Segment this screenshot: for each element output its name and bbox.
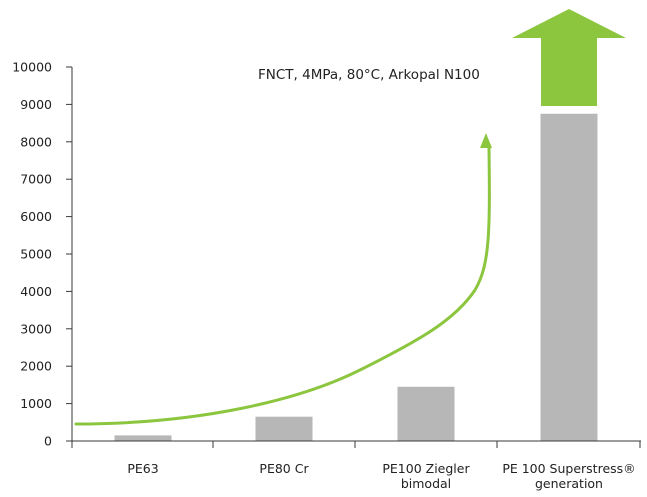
y-tick-label: 0 [44, 434, 52, 449]
y-tick-label: 5000 [20, 247, 52, 262]
bar [115, 435, 172, 441]
bar [541, 114, 598, 441]
y-tick-label: 1000 [20, 396, 52, 411]
up-arrow-icon [512, 9, 626, 106]
x-tick-label: PE80 Cr [259, 461, 309, 476]
y-tick-label: 2000 [20, 359, 52, 374]
bar [256, 417, 313, 441]
bar [398, 387, 455, 441]
y-tick-label: 9000 [20, 97, 52, 112]
trend-arrowhead-icon [480, 133, 492, 148]
y-tick-label: 6000 [20, 209, 52, 224]
x-tick-label: PE 100 Superstress® generation [502, 461, 635, 491]
y-axis: 0 1000 2000 3000 4000 5000 6000 7000 8000 9000 100… [12, 60, 72, 449]
chart-title: FNCT, 4MPa, 80°C, Arkopal N100 [258, 67, 480, 83]
y-tick-label: 7000 [20, 172, 52, 187]
bars [115, 114, 598, 441]
y-tick-label: 3000 [20, 321, 52, 336]
trend-curve [76, 148, 489, 424]
y-tick-label: 10000 [12, 60, 52, 75]
y-tick-label: 4000 [20, 284, 52, 299]
x-axis: PE63 PE80 Cr PE100 Ziegler bimodal PE 100 Su… [72, 441, 641, 491]
x-tick-label: PE63 [127, 461, 158, 476]
x-tick-label: PE100 Ziegler bimodal [382, 461, 470, 491]
y-tick-label: 8000 [20, 134, 52, 149]
